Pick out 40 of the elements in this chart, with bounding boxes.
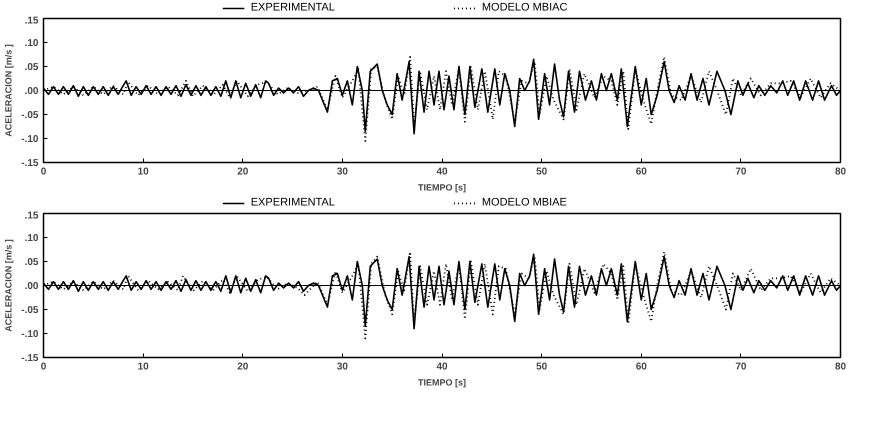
y-tick-label: -.10 <box>21 329 39 340</box>
x-tick-label: 10 <box>138 166 150 178</box>
y-tick-label: .05 <box>24 257 39 268</box>
x-tick-label: 40 <box>436 166 448 178</box>
x-axis-title: TIEMPO [s] <box>418 182 466 192</box>
x-tick-label: 60 <box>636 362 648 372</box>
x-tick-label: 20 <box>237 166 249 178</box>
y-tick-label: .10 <box>24 233 39 244</box>
y-tick-label: -.15 <box>21 158 39 169</box>
x-tick-label: 20 <box>237 362 249 372</box>
legend-label: MODELO MBIAC <box>482 1 568 14</box>
y-tick-label: .10 <box>24 38 39 49</box>
legend-label: EXPERIMENTAL <box>250 1 335 14</box>
y-tick-label: .15 <box>24 210 39 222</box>
x-tick-label: 10 <box>138 362 150 372</box>
x-tick-label: 0 <box>40 166 47 178</box>
legend-label: MODELO MBIAE <box>482 196 567 208</box>
y-axis-title: ACELERACION [m/s ] <box>3 239 14 332</box>
y-tick-label: .05 <box>24 62 39 73</box>
x-tick-label: 40 <box>436 362 448 372</box>
y-tick-label: -.10 <box>21 134 39 145</box>
x-tick-label: 30 <box>336 166 348 178</box>
y-tick-label: .15 <box>24 16 39 26</box>
x-axis-title: TIEMPO [s] <box>418 378 466 388</box>
x-tick-label: 80 <box>834 362 846 372</box>
y-tick-label: -.15 <box>21 353 39 364</box>
y-tick-label: .00 <box>24 86 39 97</box>
x-tick-label: 70 <box>735 362 747 372</box>
x-tick-label: 60 <box>636 166 648 178</box>
x-tick-label: 80 <box>834 166 846 178</box>
y-axis-title: ACELERACION [m/s ] <box>3 44 14 137</box>
x-tick-label: 70 <box>735 166 747 178</box>
y-tick-label: -.05 <box>21 110 39 121</box>
x-tick-label: 30 <box>336 362 348 372</box>
y-tick-label: -.05 <box>21 305 39 316</box>
legend-label: EXPERIMENTAL <box>250 196 335 208</box>
x-tick-label: 50 <box>536 362 548 372</box>
y-tick-label: .00 <box>24 281 39 292</box>
x-tick-label: 0 <box>40 362 47 372</box>
x-tick-label: 50 <box>536 166 548 178</box>
